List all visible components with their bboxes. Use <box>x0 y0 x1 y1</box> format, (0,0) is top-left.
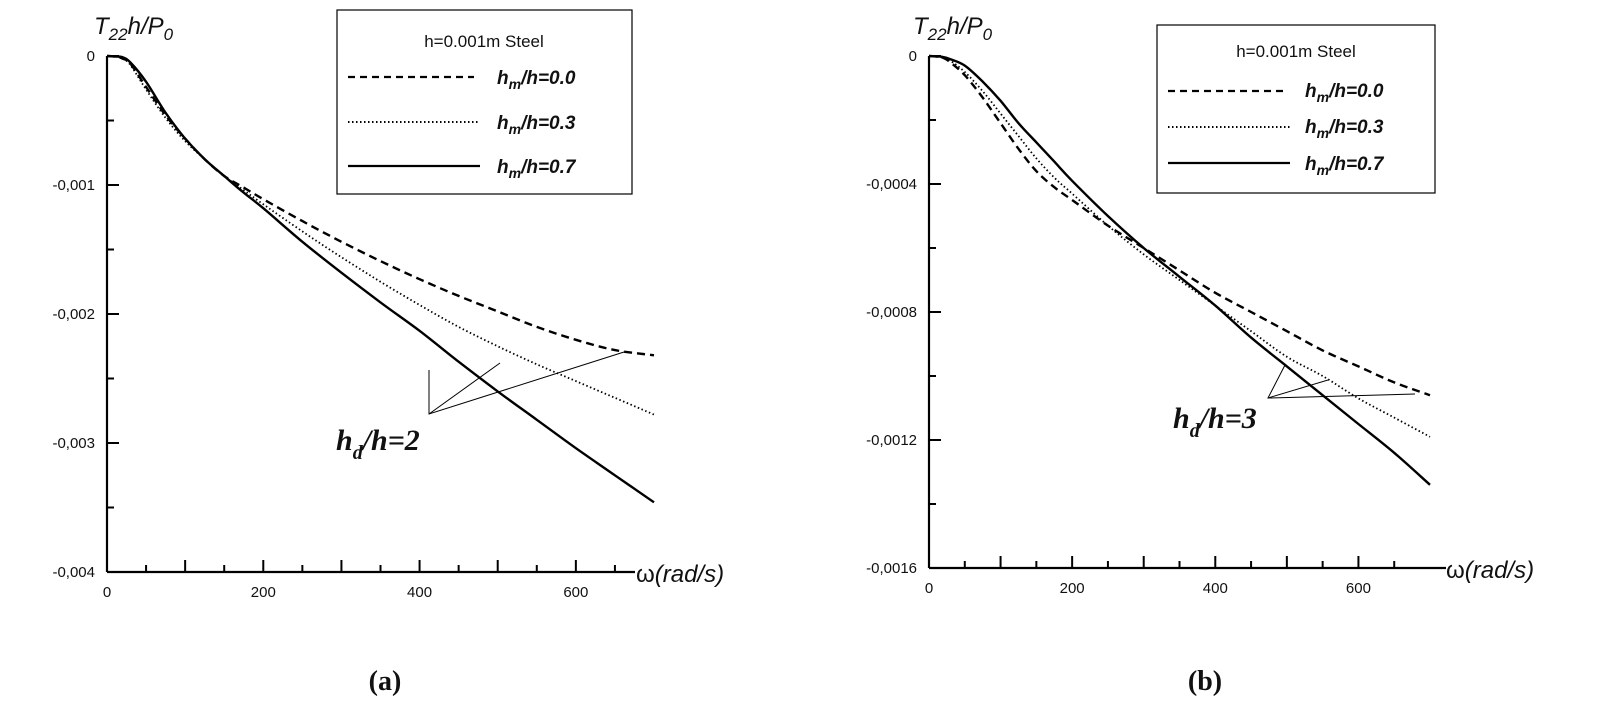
x-tick-label: 0 <box>103 584 111 601</box>
panel-label: (a) <box>369 666 402 697</box>
curves <box>106 54 655 504</box>
legend-label: hm/h=0.0 <box>1305 81 1384 105</box>
x-tick-label: 0 <box>925 580 933 597</box>
legend: h=0.001m Steel hm/h=0.0 hm/h=0.3 hm/h=0.… <box>336 9 633 195</box>
y-tick-label: -0,002 <box>52 306 95 323</box>
annotation-label: hd/h=2 <box>336 424 420 464</box>
legend-entry: hm/h=0.3 <box>348 113 576 137</box>
x-axis-label: ω(rad/s) <box>1446 557 1534 584</box>
legend-entry: hm/h=0.7 <box>348 157 577 181</box>
legend-entry: hm/h=0.0 <box>348 68 576 92</box>
x-tick-label: 600 <box>1346 580 1371 597</box>
series-line-dashed <box>928 54 1431 397</box>
annotation: hd/h=3 <box>1173 364 1416 442</box>
x-ticks: 0 200 400 600 <box>925 556 1396 597</box>
y-tick-label: -0,0008 <box>866 304 917 321</box>
y-tick-label: 0 <box>909 48 917 65</box>
legend-entry: hm/h=0.0 <box>1168 81 1384 105</box>
x-axis-label: ω(rad/s) <box>636 561 724 588</box>
x-tick-label: 400 <box>1203 580 1228 597</box>
annotation-label: hd/h=3 <box>1173 402 1257 442</box>
x-tick-label: 200 <box>1060 580 1085 597</box>
legend: h=0.001m Steel hm/h=0.0 hm/h=0.3 hm/h=0.… <box>1156 24 1436 194</box>
y-tick-label: 0 <box>87 48 95 65</box>
legend-label: hm/h=0.3 <box>497 113 576 137</box>
y-tick-label: -0,003 <box>52 435 95 452</box>
annotation: hd/h=2 <box>336 351 625 464</box>
annotation-pointer-line <box>1267 379 1329 399</box>
legend-title: h=0.001m Steel <box>424 32 544 51</box>
legend-label: hm/h=0.7 <box>497 157 577 181</box>
series-line-dotted <box>106 55 655 416</box>
chart-panel-b: T22h/P0 0 -0,0004 -0,0008 -0,0012 -0,0016 0 2… <box>866 13 1534 697</box>
legend-label: hm/h=0.7 <box>1305 154 1385 178</box>
y-ticks: 0 -0,0004 -0,0008 -0,0012 -0,0016 <box>866 48 941 577</box>
legend-entry: hm/h=0.7 <box>1168 154 1385 178</box>
annotation-pointer-line <box>428 362 501 415</box>
legend-entry: hm/h=0.3 <box>1168 117 1384 141</box>
x-tick-label: 400 <box>407 584 432 601</box>
y-tick-label: -0,001 <box>52 177 95 194</box>
legend-box <box>336 9 633 195</box>
legend-box <box>1156 24 1436 194</box>
x-ticks: 0 200 400 600 <box>103 560 616 601</box>
legend-title: h=0.001m Steel <box>1236 42 1356 61</box>
y-tick-label: -0,0012 <box>866 432 917 449</box>
y-axis-label: T22h/P0 <box>913 13 993 44</box>
x-tick-label: 600 <box>563 584 588 601</box>
y-tick-label: -0,0016 <box>866 560 917 577</box>
panel-label: (b) <box>1188 666 1222 697</box>
y-ticks: 0 -0,001 -0,002 -0,003 -0,004 <box>52 48 119 581</box>
legend-label: hm/h=0.0 <box>497 68 576 92</box>
series-line-solid <box>928 54 1431 486</box>
legend-label: hm/h=0.3 <box>1305 117 1384 141</box>
chart-panel-a: T22h/P0 0 -0,001 -0,002 -0,003 -0,004 0 200 40… <box>52 9 724 697</box>
y-tick-label: -0,0004 <box>866 176 917 193</box>
y-tick-label: -0,004 <box>52 564 95 581</box>
series-line-dashed <box>106 54 655 357</box>
y-axis-label: T22h/P0 <box>94 13 174 44</box>
curves <box>928 54 1431 486</box>
x-tick-label: 200 <box>251 584 276 601</box>
series-line-solid <box>106 54 655 504</box>
